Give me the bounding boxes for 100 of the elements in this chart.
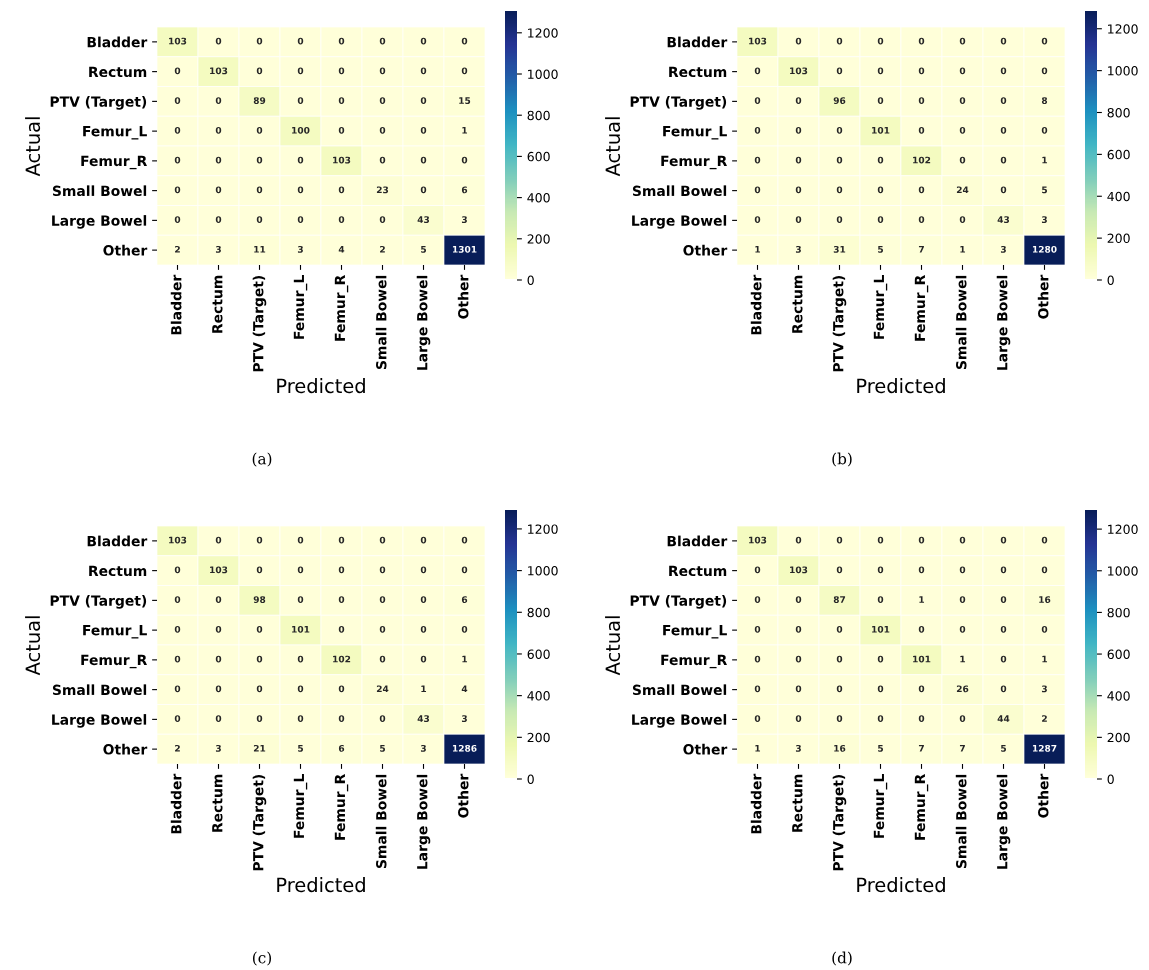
data-label: 0 — [795, 126, 802, 134]
data-label: 103 — [333, 156, 351, 164]
data-label: 0 — [256, 186, 263, 194]
data-label: 0 — [174, 655, 181, 663]
data-label: 103 — [790, 566, 808, 574]
data-label: 0 — [795, 596, 802, 603]
data-label: 0 — [754, 625, 761, 633]
color-bar-label: 400 — [527, 193, 550, 203]
y-axis-title: Actual — [605, 117, 621, 177]
data-label: 0 — [1000, 685, 1007, 693]
data-label: 43 — [417, 216, 430, 223]
y-axis-title: Actual — [605, 616, 621, 676]
y-tick-label: Other — [683, 244, 728, 256]
data-label: 0 — [1000, 655, 1007, 663]
y-tick-label: Bladder — [667, 36, 728, 48]
data-label: 0 — [256, 715, 263, 722]
data-label: 0 — [836, 156, 843, 164]
data-label: 0 — [297, 97, 304, 104]
data-label: 0 — [1041, 67, 1048, 75]
data-label: 0 — [959, 97, 966, 104]
data-label: 5 — [878, 745, 884, 752]
data-label: 0 — [174, 625, 181, 633]
data-label: 0 — [461, 566, 468, 574]
color-bar-label: 400 — [527, 691, 550, 701]
data-label: 0 — [918, 97, 925, 104]
color-bar-label: 0 — [527, 275, 534, 285]
data-label: 0 — [420, 566, 427, 574]
data-label: 0 — [877, 186, 884, 194]
data-label: 7 — [918, 745, 924, 752]
data-label: 0 — [795, 186, 802, 194]
data-label: 0 — [215, 685, 222, 693]
data-label: 0 — [877, 655, 884, 663]
data-label: 1 — [1042, 655, 1048, 663]
data-label: 0 — [297, 186, 304, 194]
data-label: 3 — [1041, 216, 1047, 223]
data-label: 0 — [836, 216, 843, 223]
data-label: 0 — [379, 596, 386, 603]
data-label: 3 — [1000, 245, 1006, 253]
data-label: 0 — [420, 186, 427, 194]
data-label: 0 — [877, 685, 884, 693]
data-label: 0 — [215, 37, 222, 45]
data-label: 0 — [297, 156, 304, 164]
data-label: 102 — [333, 655, 351, 663]
data-label: 1301 — [452, 245, 477, 253]
text: (c) — [252, 951, 272, 966]
data-label: 0 — [918, 37, 925, 45]
data-label: 0 — [379, 536, 386, 544]
data-label: 0 — [215, 536, 222, 544]
data-label: 1286 — [452, 744, 477, 752]
data-label: 0 — [174, 156, 181, 164]
data-label: 101 — [872, 625, 890, 633]
data-label: 0 — [877, 67, 884, 75]
x-axis-title: Predicted — [857, 877, 945, 893]
data-label: 0 — [754, 156, 761, 164]
y-tick-label: Femur_L — [83, 625, 147, 639]
data-label: 16 — [834, 744, 846, 752]
data-label: 0 — [420, 536, 427, 544]
color-bar-label: 800 — [527, 607, 550, 618]
data-label: 0 — [215, 97, 222, 104]
data-label: 3 — [461, 715, 467, 722]
data-label: 0 — [918, 685, 925, 693]
data-label: 0 — [215, 186, 222, 194]
x-tick-label: Small Bowel — [375, 275, 387, 370]
data-label: 0 — [379, 216, 386, 223]
color-bar-label: 200 — [527, 732, 550, 743]
data-label: 0 — [215, 715, 222, 722]
data-label: 0 — [215, 596, 222, 603]
data-label: 101 — [872, 126, 890, 134]
data-label: 2 — [380, 245, 385, 253]
data-label: 0 — [215, 625, 222, 633]
color-bar-label: 600 — [527, 649, 550, 659]
data-label: 1 — [960, 246, 966, 253]
data-label: 0 — [1000, 67, 1007, 75]
y-tick-label: Large Bowel — [632, 215, 727, 229]
y-tick-label: Small Bowel — [632, 684, 727, 696]
x-tick-label: PTV (Target) — [832, 774, 847, 871]
x-tick-label: Large Bowel — [416, 774, 431, 869]
x-tick-label: Other — [1037, 773, 1049, 818]
data-label: 0 — [795, 37, 802, 45]
data-label: 0 — [918, 625, 925, 633]
data-label: 0 — [959, 126, 966, 134]
data-label: 0 — [836, 655, 843, 663]
data-label: 1 — [755, 246, 761, 253]
data-label: 0 — [174, 67, 181, 75]
data-label: 23 — [376, 186, 389, 194]
data-label: 0 — [461, 156, 468, 164]
data-label: 5 — [421, 246, 427, 253]
data-label: 0 — [959, 536, 966, 544]
text: (a) — [252, 452, 272, 467]
data-label: 0 — [795, 625, 802, 633]
y-tick-label: Femur_L — [83, 126, 147, 140]
data-label: 0 — [918, 715, 925, 722]
data-label: 0 — [174, 596, 181, 603]
data-label: 0 — [1000, 566, 1007, 574]
color-bar-label: 200 — [527, 234, 550, 244]
x-tick-label: Femur_R — [334, 275, 349, 341]
color-bar-label: 0 — [527, 774, 534, 784]
x-tick-label: Large Bowel — [996, 774, 1011, 869]
data-label: 0 — [174, 566, 181, 574]
color-bar-label: 200 — [1107, 233, 1130, 244]
